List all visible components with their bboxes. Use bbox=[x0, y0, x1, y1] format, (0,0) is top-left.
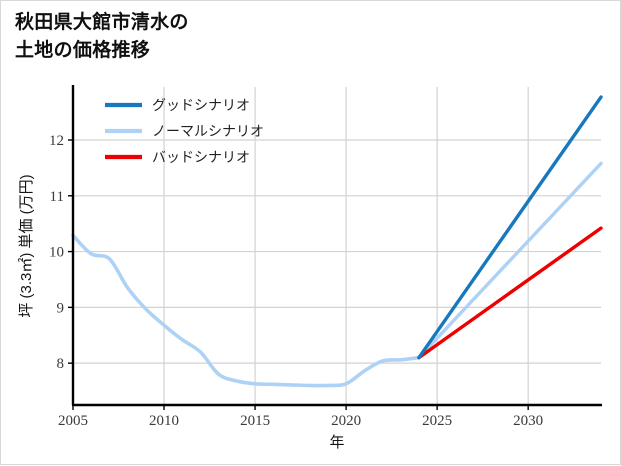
x-tick-label-2030: 2030 bbox=[513, 413, 543, 429]
y-tick-label-8: 8 bbox=[57, 356, 65, 372]
gridlines-group bbox=[72, 87, 601, 405]
x-tick-label-2015: 2015 bbox=[240, 413, 270, 429]
y-tick-label-10: 10 bbox=[49, 245, 64, 261]
x-tick-label-2025: 2025 bbox=[422, 413, 452, 429]
series-line-history bbox=[71, 233, 421, 388]
x-tick-label-2005: 2005 bbox=[58, 413, 88, 429]
x-axis-title: 年 bbox=[329, 434, 344, 451]
series-group bbox=[71, 95, 603, 388]
x-tick-label-2010: 2010 bbox=[149, 413, 179, 429]
y-tick-label-12: 12 bbox=[49, 133, 64, 149]
axis-titles-group: 年 坪 (3.3㎡) 単価 (万円) bbox=[18, 174, 345, 451]
chart-title: 秋田県大館市清水の 土地の価格推移 bbox=[15, 12, 189, 61]
legend-label-bad: バッドシナリオ bbox=[152, 149, 250, 165]
legend-label-good: グッドシナリオ bbox=[152, 97, 250, 113]
y-tick-label-9: 9 bbox=[57, 300, 65, 316]
series-line-good bbox=[417, 95, 603, 360]
series-line-bad bbox=[417, 226, 603, 360]
y-tick-label-11: 11 bbox=[50, 189, 64, 205]
axis-spines bbox=[71, 85, 602, 407]
legend-label-normal: ノーマルシナリオ bbox=[152, 123, 264, 139]
x-tick-label-2020: 2020 bbox=[331, 413, 361, 429]
axis-ticks-group: 8 9 10 11 12 2005 2010 2015 2020 2025 2030 bbox=[49, 133, 543, 429]
series-line-normal bbox=[417, 161, 603, 360]
y-axis-title: 坪 (3.3㎡) 単価 (万円) bbox=[18, 174, 35, 317]
